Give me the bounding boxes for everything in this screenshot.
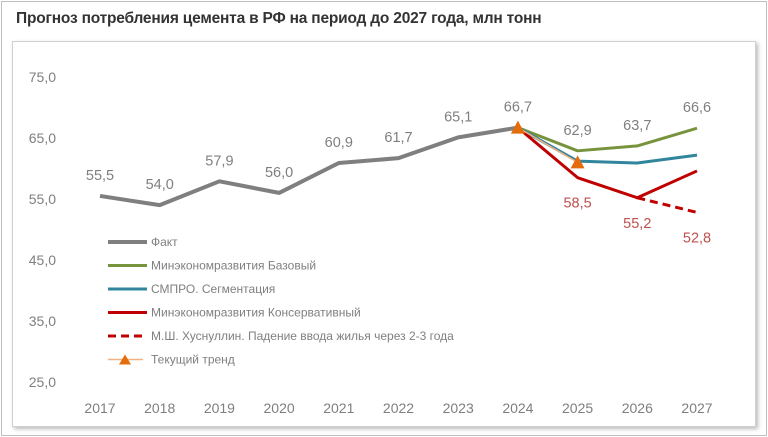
y-tick-label: 25,0 xyxy=(29,374,56,390)
series-line xyxy=(517,126,698,153)
x-tick-label: 2026 xyxy=(622,400,653,416)
data-label: 52,8 xyxy=(683,230,711,246)
legend-label: СМПРО. Сегментация xyxy=(151,282,275,296)
x-tick-label: 2021 xyxy=(323,400,354,416)
legend-marker xyxy=(119,354,131,365)
data-label: 54,0 xyxy=(146,177,174,193)
chart-title: Прогноз потребления цемента в РФ на пери… xyxy=(16,10,542,27)
x-tick-label: 2027 xyxy=(681,400,712,416)
data-label: 57,9 xyxy=(205,153,233,169)
data-label: 56,0 xyxy=(265,165,293,181)
y-tick-label: 65,0 xyxy=(29,130,56,146)
data-label: 66,7 xyxy=(504,100,532,116)
legend-label: М.Ш. Хуснуллин. Падение ввода жилья чере… xyxy=(151,329,454,343)
y-tick-label: 55,0 xyxy=(29,191,56,207)
x-tick-label: 2022 xyxy=(383,400,414,416)
legend-label: Минэкономразвития Консервативный xyxy=(151,306,361,320)
x-tick-label: 2025 xyxy=(562,400,593,416)
x-tick-label: 2019 xyxy=(204,400,235,416)
chart-panel xyxy=(12,41,756,427)
legend-label: Текущий тренд xyxy=(151,353,235,367)
legend-label: Минэкономразвития Базовый xyxy=(151,259,316,273)
data-label: 55,5 xyxy=(86,168,114,184)
series-line xyxy=(516,126,698,200)
data-label: 62,9 xyxy=(563,123,591,139)
x-tick-label: 2018 xyxy=(144,400,175,416)
x-tick-label: 2023 xyxy=(443,400,474,416)
trend-marker xyxy=(510,120,525,134)
data-label: 66,6 xyxy=(683,100,711,116)
trend-line xyxy=(517,126,578,164)
y-tick-label: 45,0 xyxy=(29,252,56,268)
series-line xyxy=(636,196,698,214)
x-tick-label: 2017 xyxy=(84,400,115,416)
x-tick-label: 2020 xyxy=(264,400,295,416)
trend-marker xyxy=(570,155,585,169)
y-tick-label: 35,0 xyxy=(29,313,56,329)
data-label: 58,5 xyxy=(563,196,591,212)
data-label: 65,1 xyxy=(444,109,472,125)
x-tick-label: 2024 xyxy=(502,400,533,416)
data-label: 55,2 xyxy=(623,216,651,232)
data-label: 63,7 xyxy=(623,118,651,134)
data-label: 60,9 xyxy=(325,135,353,151)
series-line xyxy=(517,126,698,165)
data-label: 61,7 xyxy=(384,130,412,146)
legend-label: Факт xyxy=(151,235,178,249)
series-line xyxy=(99,125,519,208)
y-tick-label: 75,0 xyxy=(29,69,56,85)
